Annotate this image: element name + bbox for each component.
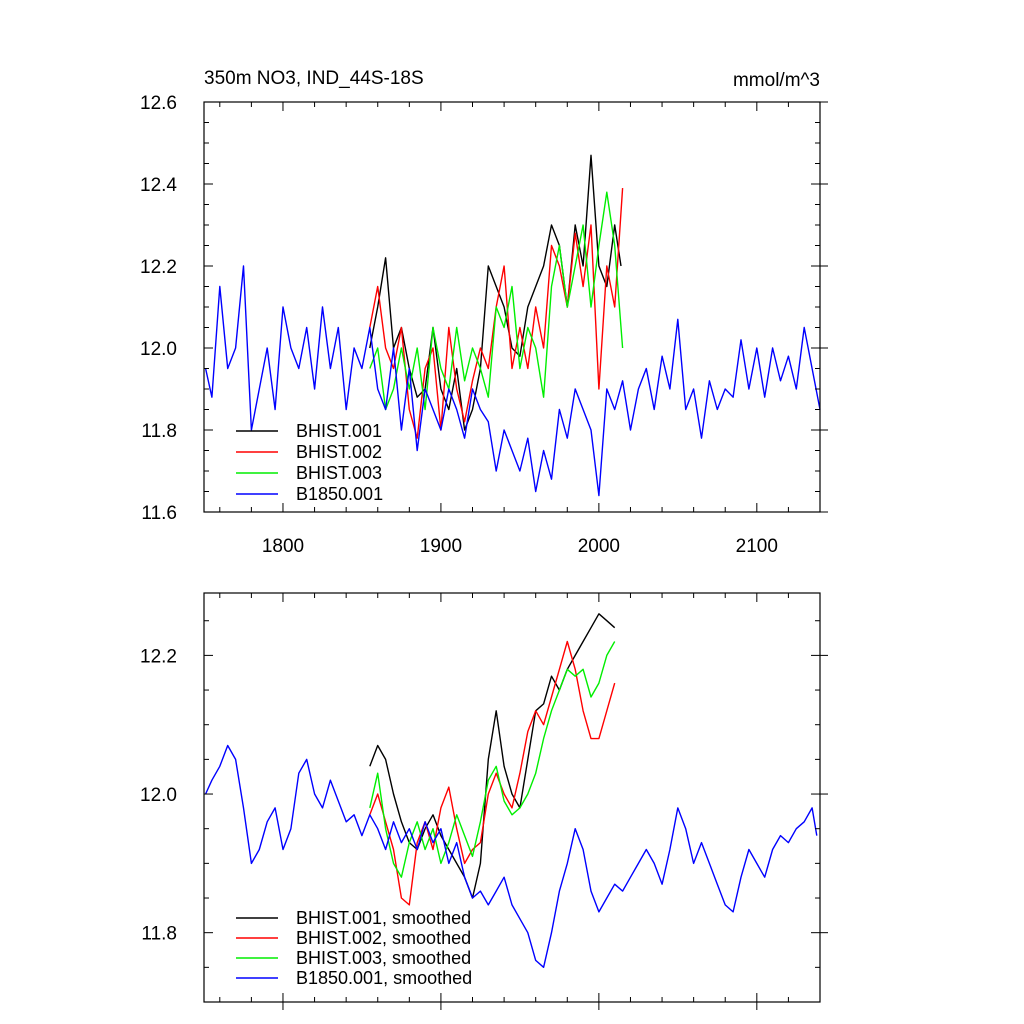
y-tick-label: 11.8 [141, 924, 177, 945]
x-tick-label: 1800 [262, 536, 304, 557]
y-tick-label: 11.8 [141, 421, 177, 442]
series-line-4 [204, 744, 818, 968]
plot-frame [203, 592, 821, 1003]
bottom-panel: 11.8 12.0 12.2 BHIST.001, smoothedBHIST.002… [140, 592, 828, 1010]
y-tick-label: 12.0 [140, 785, 177, 806]
y-tick-label: 12.0 [140, 339, 177, 360]
series-line-4 [204, 265, 821, 497]
y-tick-label: 12.2 [140, 257, 177, 278]
x-tick-label: 2000 [578, 536, 620, 557]
y-tick-label: 11.6 [141, 503, 177, 524]
top-panel: 1800 1900 2000 2100 11.6 11.8 12.0 12.2 12.4 12.6… [140, 93, 828, 557]
series-line-3 [369, 641, 616, 878]
legend-label: BHIST.002 [296, 442, 382, 462]
legend-label: BHIST.003, smoothed [296, 948, 471, 968]
y-tick-label: 12.4 [140, 175, 177, 196]
series-line-2 [369, 640, 616, 906]
y-tick-label: 12.2 [140, 646, 177, 667]
legend-label: BHIST.001 [296, 421, 382, 441]
series-line-3 [369, 191, 624, 411]
legend-label: BHIST.001, smoothed [296, 908, 471, 928]
legend-label: BHIST.002, smoothed [296, 928, 471, 948]
legend-label: B1850.001, smoothed [296, 968, 472, 988]
legend-label: B1850.001 [296, 484, 383, 504]
x-tick-label: 2100 [736, 536, 778, 557]
series-line-1 [369, 613, 616, 899]
chart-title: 350m NO3, IND_44S-18S [204, 68, 424, 89]
units-label: mmol/m^3 [733, 70, 820, 91]
y-tick-label: 12.6 [140, 93, 177, 114]
legend-label: BHIST.003 [296, 463, 382, 483]
x-tick-label: 1900 [420, 536, 462, 557]
